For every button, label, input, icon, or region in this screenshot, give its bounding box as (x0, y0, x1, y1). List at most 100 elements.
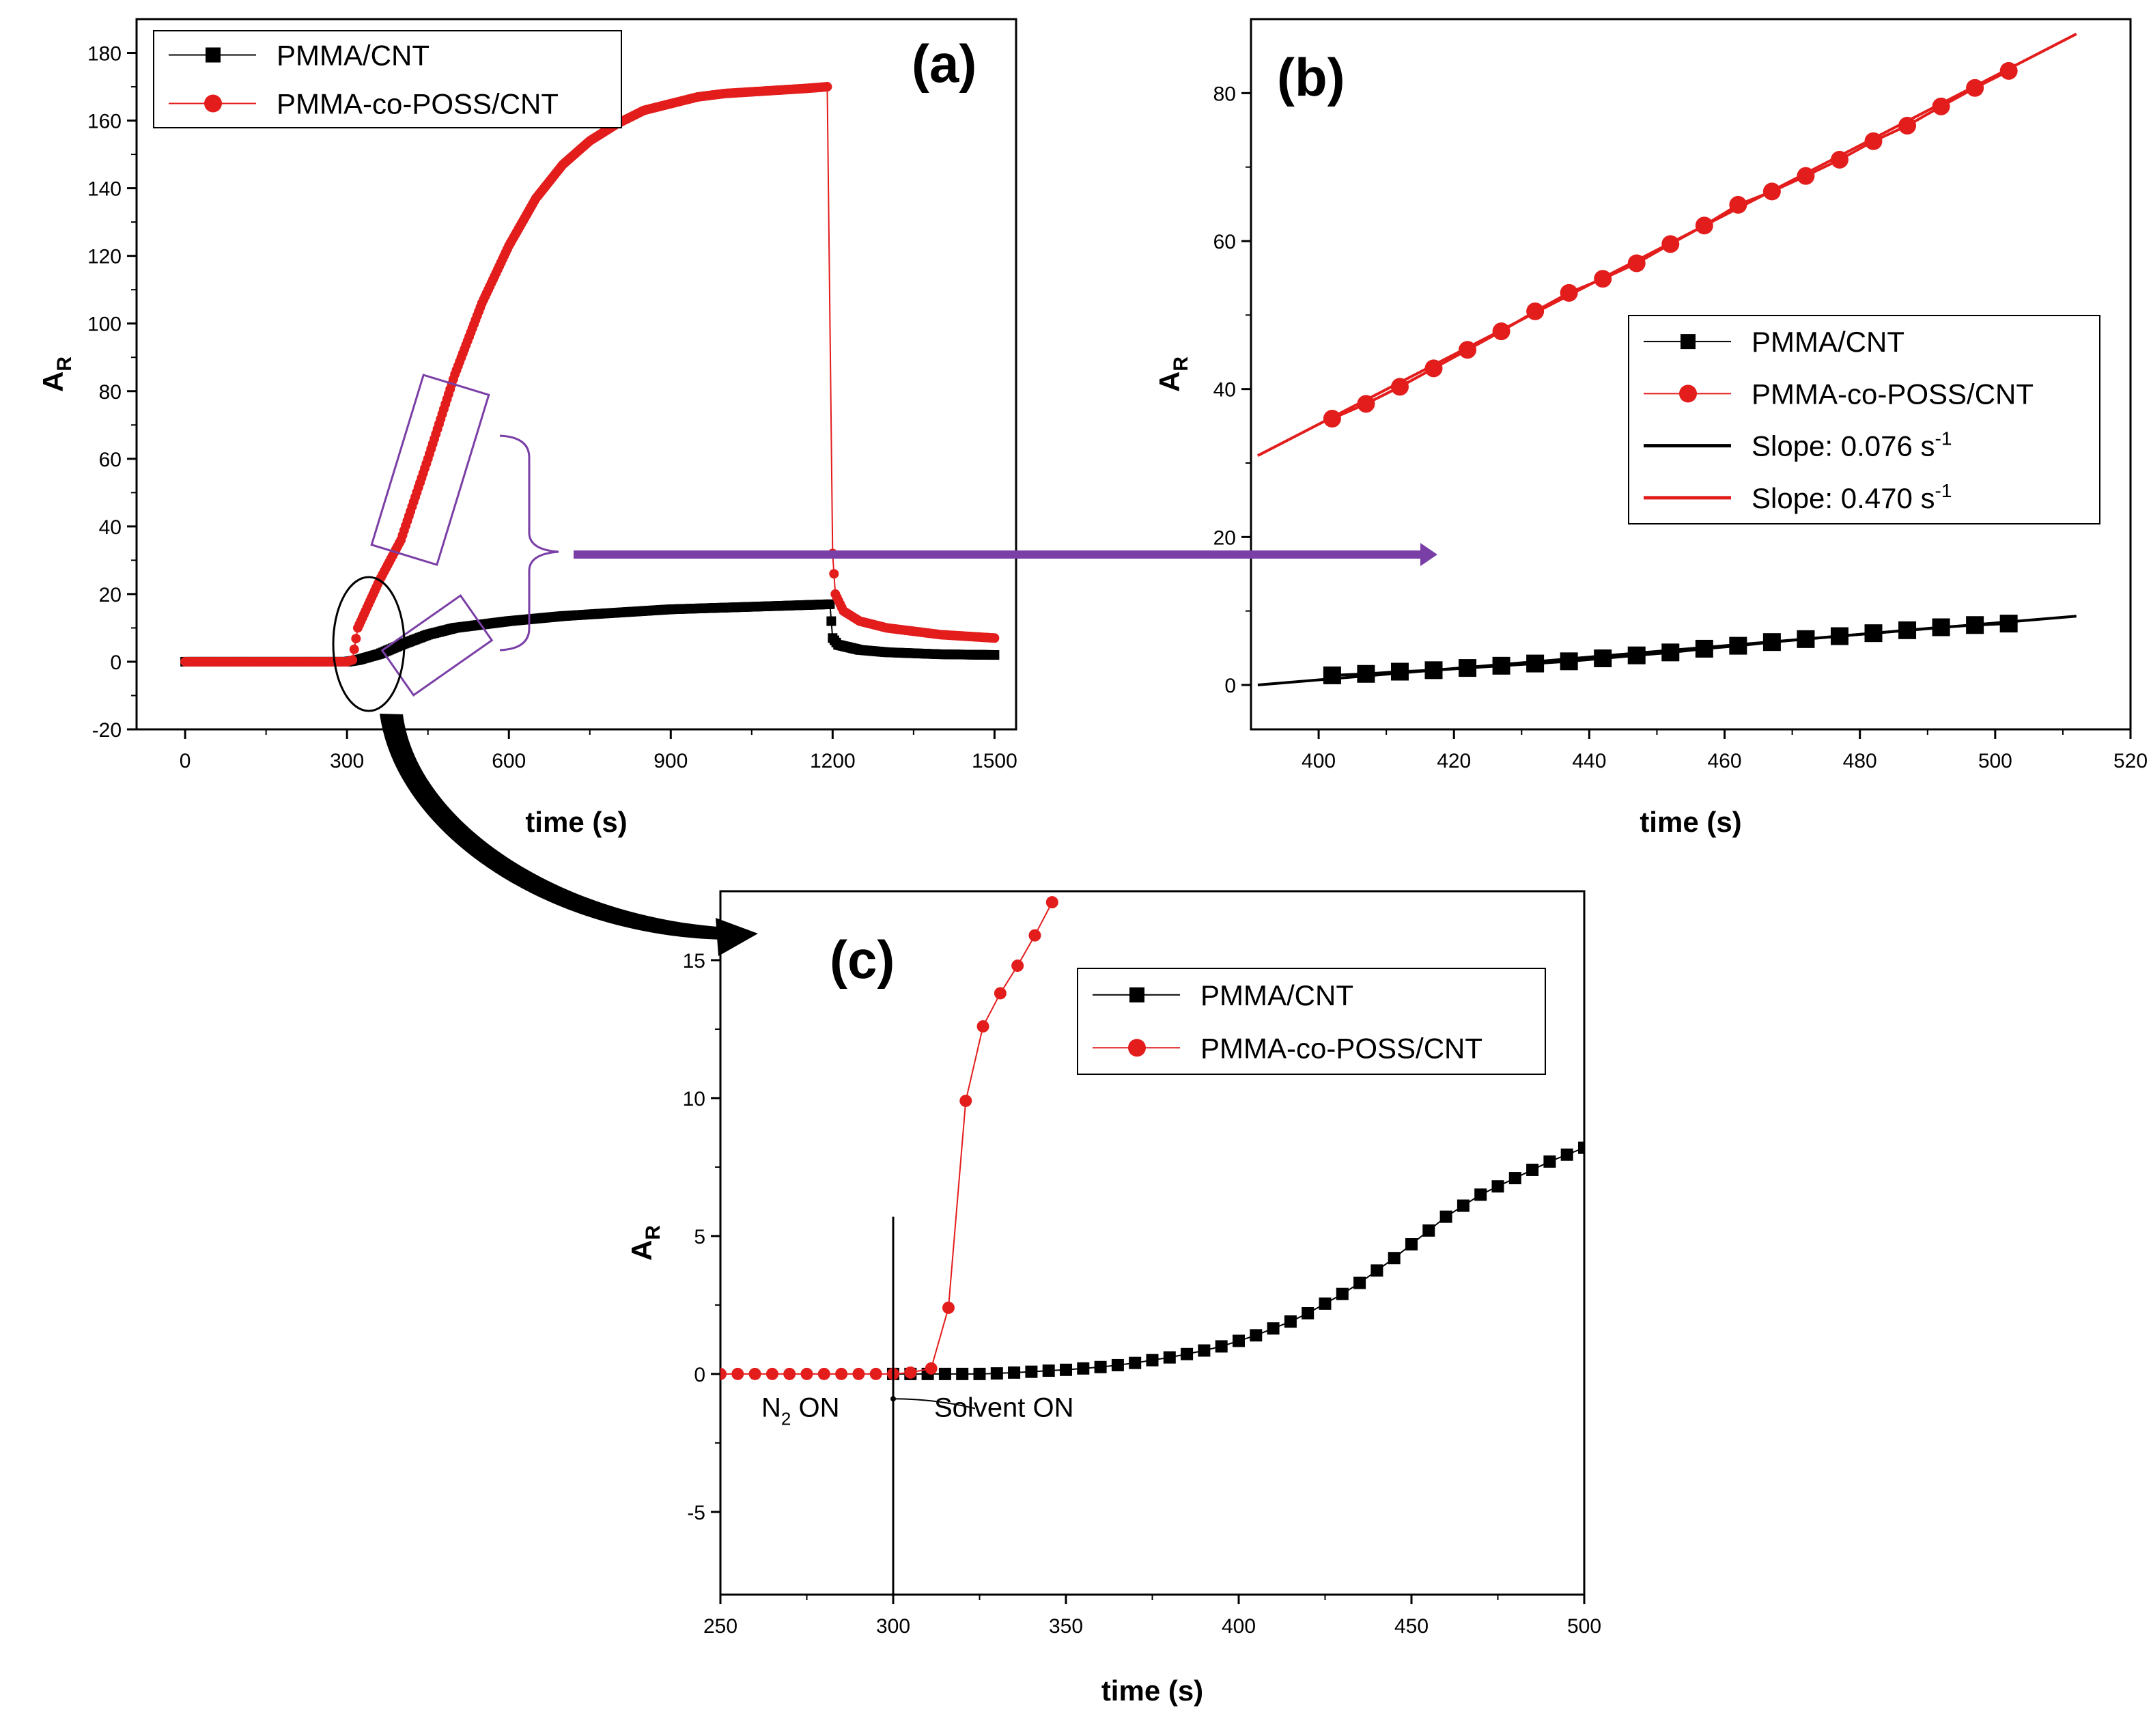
y-tick-label: 40 (99, 516, 122, 539)
y-tick-label: 80 (99, 381, 122, 404)
x-tick-label: 300 (876, 1615, 910, 1638)
black-curved-arrow (380, 714, 725, 940)
data-point-pmma-poss (852, 1367, 865, 1380)
data-point-pmma-cnt (1405, 1238, 1418, 1251)
data-point-pmma-cnt (1146, 1354, 1159, 1367)
x-tick-label: 480 (1843, 750, 1877, 772)
data-point-pmma-poss (989, 633, 1000, 643)
data-point-pmma-poss (1560, 283, 1578, 302)
legend: PMMA/CNT PMMA-co-POSS/CNT Slope: 0.076 s-1… (1628, 315, 2100, 524)
legend: PMMA/CNT PMMA-co-POSS/CNT (153, 30, 622, 128)
data-point-pmma-cnt (1336, 1287, 1349, 1300)
x-tick-label: 350 (1049, 1615, 1083, 1638)
data-point-pmma-cnt (1198, 1344, 1211, 1357)
data-point-pmma-cnt (1695, 639, 1713, 658)
data-point-pmma-cnt (1627, 646, 1646, 664)
data-point-pmma-cnt (1457, 1199, 1470, 1212)
data-point-pmma-cnt (1319, 1297, 1332, 1310)
y-tick-label: 60 (1213, 231, 1236, 253)
y-tick-label: -5 (687, 1502, 705, 1524)
data-point-pmma-cnt (1439, 1210, 1452, 1223)
data-point-pmma-cnt (1526, 654, 1545, 673)
data-point-pmma-cnt (1233, 1334, 1245, 1347)
legend-label-sup: -1 (1935, 480, 1952, 501)
data-point-pmma-cnt (1215, 1340, 1228, 1353)
plot-frame (1250, 18, 2132, 731)
legend-label: PMMA/CNT (277, 40, 430, 72)
y-tick-label: 160 (87, 111, 122, 133)
data-point-pmma-cnt (1267, 1322, 1280, 1335)
y-tick-label: 10 (683, 1088, 705, 1110)
y-tick-label: 80 (1213, 83, 1236, 105)
data-point-pmma-cnt (1762, 633, 1781, 652)
y-tick-label: 20 (99, 584, 122, 606)
data-point-pmma-cnt (1594, 649, 1612, 667)
legend-label: Slope: 0.470 s-1 (1752, 480, 1952, 514)
data-point-pmma-cnt (1661, 643, 1680, 662)
data-point-pmma-poss (1661, 235, 1680, 253)
data-point-pmma-poss (1762, 182, 1781, 201)
data-point-pmma-cnt (1932, 618, 1950, 636)
data-point-pmma-poss (1695, 216, 1713, 235)
legend-box (153, 30, 622, 128)
y-axis-label-sub: R (53, 356, 76, 372)
data-point-pmma-poss (1492, 322, 1510, 341)
data-point-pmma-poss (1932, 97, 1950, 115)
data-point-pmma-poss (348, 655, 358, 665)
legend-label: PMMA-co-POSS/CNT (1752, 378, 2034, 410)
data-point-pmma-poss (959, 1094, 972, 1107)
data-point-pmma-cnt (1094, 1360, 1107, 1373)
data-point-pmma-cnt (1898, 621, 1917, 639)
data-point-pmma-cnt (1302, 1307, 1314, 1319)
x-tick-label: 400 (1302, 750, 1336, 772)
x-tick-label: 450 (1394, 1615, 1429, 1638)
x-tick-label: 1500 (972, 750, 1017, 772)
data-point-pmma-poss (904, 1366, 917, 1379)
data-point-pmma-poss (800, 1367, 813, 1380)
data-point-pmma-poss (829, 569, 839, 579)
data-point-pmma-poss (1357, 395, 1375, 413)
x-tick-label: 0 (180, 750, 191, 772)
y-tick-label: -20 (92, 719, 122, 742)
data-point-pmma-cnt (825, 599, 835, 609)
highlight-box-red-region (370, 374, 490, 566)
panel-label: (c) (830, 929, 895, 990)
y-axis-label: AR (37, 356, 76, 392)
legend-label-sup: -1 (1935, 428, 1952, 449)
data-point-pmma-cnt (1543, 1155, 1556, 1168)
data-point-pmma-cnt (1042, 1364, 1055, 1377)
solvent-on-pointer (892, 1398, 976, 1410)
y-tick-label: 120 (87, 246, 122, 268)
data-point-pmma-poss (1830, 150, 1848, 169)
data-point-pmma-poss (1729, 195, 1747, 214)
x-axis-label: time (s) (1101, 1675, 1203, 1707)
annotation-overlays (332, 374, 1437, 956)
data-point-pmma-cnt (1830, 627, 1848, 645)
data-point-pmma-poss (817, 1367, 830, 1380)
y-tick-label: 5 (694, 1226, 705, 1248)
y-axis-label-main: A (625, 1240, 658, 1261)
legend-label: PMMA/CNT (1752, 326, 1904, 358)
data-point-pmma-cnt (1357, 664, 1375, 683)
plot-area (720, 896, 1584, 1380)
plot-frame (135, 18, 1017, 731)
data-point-pmma-poss (1526, 302, 1545, 320)
x-tick-label: 460 (1708, 750, 1742, 772)
data-point-pmma-poss (351, 634, 361, 644)
data-point-pmma-poss (1424, 359, 1443, 378)
data-point-pmma-cnt (1060, 1363, 1072, 1376)
y-axis-label-sub: R (642, 1225, 664, 1240)
data-point-pmma-poss (994, 987, 1007, 1000)
x-tick-label: 520 (2113, 750, 2148, 772)
y-tick-label: 15 (683, 950, 705, 972)
data-point-pmma-poss (1594, 270, 1612, 288)
y-tick-label: 40 (1213, 379, 1236, 402)
x-tick-label: 250 (703, 1615, 737, 1638)
legend-label: Slope: 0.076 s-1 (1752, 428, 1952, 462)
data-point-pmma-poss (1323, 410, 1341, 428)
data-point-pmma-poss (1999, 61, 2018, 80)
x-tick-label: 300 (330, 750, 364, 772)
legend-marker (204, 94, 222, 113)
data-point-pmma-poss (1966, 79, 1984, 97)
data-point-pmma-poss (731, 1367, 744, 1380)
